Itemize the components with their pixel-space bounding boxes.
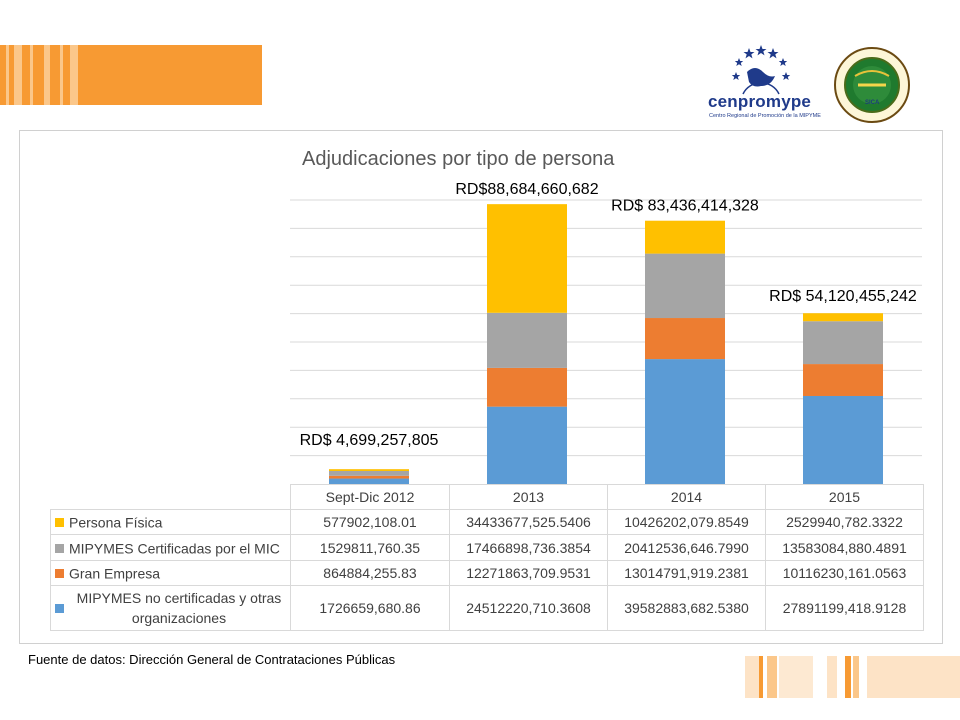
total-label: RD$ 4,699,257,805 <box>300 432 439 449</box>
bar-segment <box>487 204 567 313</box>
sica-logo: SICA <box>833 46 911 124</box>
bar-segment <box>645 359 725 484</box>
table-cell: 2529940,782.3322 <box>765 509 924 535</box>
legend-swatch <box>55 603 64 613</box>
table-cell: 20412536,646.7990 <box>607 534 766 561</box>
table-cell: 13583084,880.4891 <box>765 534 924 561</box>
series-label: Persona Física <box>50 509 291 535</box>
bar-segment <box>487 406 567 484</box>
table-header-row: Sept-Dic 2012 2013 2014 2015 <box>50 484 924 510</box>
table-row-gran-empresa: Gran Empresa 864884,255.83 12271863,709.… <box>50 560 924 586</box>
total-label: RD$ 54,120,455,242 <box>769 288 917 305</box>
bar-segment <box>645 318 725 360</box>
sica-name: SICA <box>865 100 880 106</box>
category-label: Sept-Dic 2012 <box>290 484 450 510</box>
bar-segment <box>329 470 409 476</box>
table-cell: 34433677,525.5406 <box>449 509 608 535</box>
category-label: 2014 <box>607 484 766 510</box>
legend-swatch <box>55 518 64 528</box>
series-label: MIPYMES no certificadas y otras organiza… <box>50 585 291 631</box>
table-corner <box>50 484 291 510</box>
table-cell: 577902,108.01 <box>290 509 450 535</box>
table-cell: 24512220,710.3608 <box>449 585 608 631</box>
bar-segment <box>803 364 883 396</box>
cenpromype-name: cenpromype <box>708 92 812 111</box>
table-cell: 10116230,161.0563 <box>765 560 924 586</box>
cenpromype-globe-icon <box>731 45 791 95</box>
cenpromype-subtitle: Centro Regional de Promoción de la MIPYM… <box>709 113 821 119</box>
data-table: Sept-Dic 2012 2013 2014 2015 Persona Fís… <box>50 484 924 631</box>
table-row-mipymes-certificadas: MIPYMES Certificadas por el MIC 1529811,… <box>50 534 924 561</box>
bar-segment <box>803 395 883 484</box>
bar-segment <box>329 475 409 479</box>
table-row-mipymes-no-certificadas: MIPYMES no certificadas y otras organiza… <box>50 585 924 631</box>
legend-swatch <box>55 543 64 553</box>
table-cell: 12271863,709.9531 <box>449 560 608 586</box>
table-cell: 17466898,736.3854 <box>449 534 608 561</box>
chart-title: Adjudicaciones por tipo de persona <box>302 148 615 170</box>
table-row-persona-fisica: Persona Física 577902,108.01 34433677,52… <box>50 509 924 535</box>
legend-swatch <box>55 569 64 579</box>
sica-seal-icon <box>834 47 910 123</box>
table-cell: 13014791,919.2381 <box>607 560 766 586</box>
category-label: 2013 <box>449 484 608 510</box>
footer-decoration <box>745 656 960 698</box>
data-source-note: Fuente de datos: Dirección General de Co… <box>28 652 396 667</box>
series-label: MIPYMES Certificadas por el MIC <box>50 534 291 561</box>
table-cell: 864884,255.83 <box>290 560 450 586</box>
bar-segment <box>329 469 409 471</box>
cenpromype-logo: cenpromype Centro Regional de Promoción … <box>705 42 821 122</box>
table-cell: 10426202,079.8549 <box>607 509 766 535</box>
bar-segment <box>487 367 567 407</box>
bar-segment <box>487 312 567 368</box>
table-cell: 1726659,680.86 <box>290 585 450 631</box>
table-cell: 1529811,760.35 <box>290 534 450 561</box>
total-label: RD$ 83,436,414,328 <box>611 198 759 215</box>
bar-segment <box>803 321 883 365</box>
category-label: 2015 <box>765 484 924 510</box>
bar-segment <box>803 313 883 322</box>
bar-segment <box>645 253 725 319</box>
bar-segment <box>645 220 725 254</box>
series-label: Gran Empresa <box>50 560 291 586</box>
bar-segment <box>329 478 409 484</box>
table-cell: 39582883,682.5380 <box>607 585 766 631</box>
bars <box>329 204 883 484</box>
header-banner <box>0 45 262 105</box>
total-label: RD$88,684,660,682 <box>455 181 598 198</box>
table-cell: 27891199,418.9128 <box>765 585 924 631</box>
total-labels: RD$ 4,699,257,805 RD$88,684,660,682 RD$ 83… <box>300 181 917 449</box>
